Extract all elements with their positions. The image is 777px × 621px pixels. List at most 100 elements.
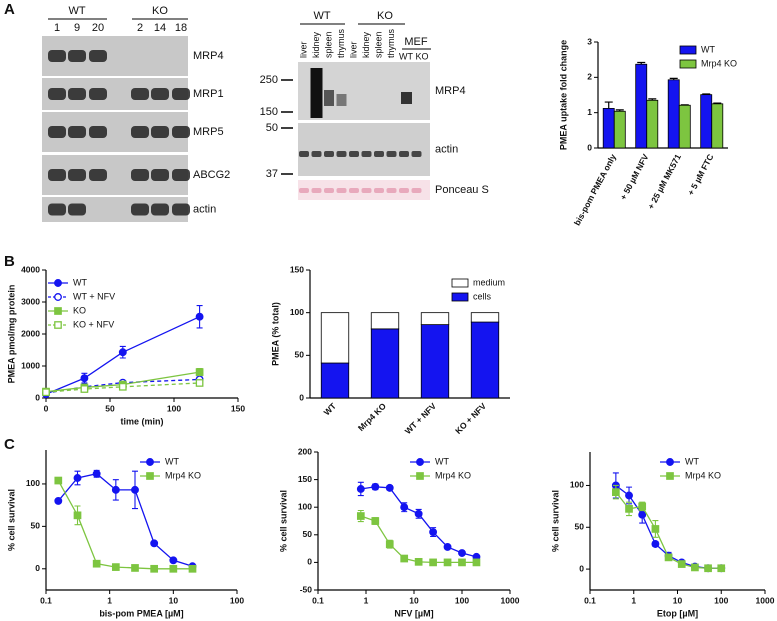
legend-label: cells	[473, 291, 492, 301]
data-point	[111, 485, 120, 494]
data-point	[92, 559, 101, 568]
y-tick-label: 0	[587, 142, 592, 152]
lane-label: liver	[298, 41, 308, 58]
x-axis-label: time (min)	[120, 416, 163, 426]
legend-label: WT	[685, 456, 699, 466]
legend-marker	[146, 472, 154, 480]
lane-label: 20	[92, 22, 104, 34]
legend-label: KO + NFV	[73, 319, 114, 329]
x-tick-label: + 25 µM MK571	[646, 152, 684, 211]
data-point	[356, 512, 365, 520]
blot-band	[89, 50, 107, 62]
data-point	[691, 563, 699, 572]
blot-band	[68, 203, 86, 216]
data-point	[414, 509, 423, 518]
x-tick-label: 1	[364, 595, 369, 605]
blot-band	[386, 188, 397, 193]
blot-band	[361, 151, 372, 157]
lane-label: kidney	[361, 31, 371, 58]
series-line	[45, 316, 200, 395]
data-point	[169, 564, 178, 573]
bar	[667, 79, 680, 149]
x-tick-label: 150	[231, 403, 245, 413]
blot-band	[151, 203, 169, 216]
y-axis-label: PMEA pmol/mg protein	[6, 285, 16, 384]
panel-label: A	[4, 1, 15, 18]
legend-label: KO	[73, 305, 86, 315]
bar	[602, 108, 615, 149]
blot-band	[48, 169, 66, 181]
y-tick-label: 2	[587, 72, 592, 82]
data-point	[651, 540, 660, 548]
y-tick-label: 150	[298, 474, 312, 484]
legend-marker	[666, 472, 674, 480]
legend-marker	[54, 293, 62, 301]
data-point	[80, 385, 89, 393]
mw-marker: 150	[260, 106, 278, 118]
blot-band	[151, 126, 169, 138]
blot-band	[48, 203, 66, 216]
bar	[613, 110, 626, 149]
legend-label: WT	[73, 277, 87, 287]
blot-band	[48, 88, 66, 100]
blot-band	[131, 88, 149, 100]
data-point	[80, 374, 89, 383]
protein-label: MRP4	[435, 85, 466, 97]
data-point	[371, 482, 380, 491]
legend-label: Mrp4 KO	[435, 470, 471, 480]
y-tick-label: 100	[26, 478, 40, 488]
legend-label: WT	[435, 456, 449, 466]
group-label: KO	[152, 5, 168, 17]
x-tick-label: 0.1	[584, 595, 596, 605]
data-point	[118, 382, 127, 391]
blot-band	[89, 169, 107, 181]
x-axis-label: Etop [µM]	[657, 608, 698, 618]
x-tick-label: 10	[673, 595, 683, 605]
lane-label: 2	[137, 22, 143, 34]
legend-swatch	[679, 45, 697, 55]
blot-band	[151, 169, 169, 181]
bar	[635, 63, 648, 149]
x-tick-label: + 5 µM FTC	[685, 152, 715, 197]
lane-label: KO	[415, 51, 428, 61]
series-line	[45, 382, 200, 393]
blot-band	[336, 94, 347, 106]
protein-label: MRP1	[193, 88, 224, 100]
blot-band	[68, 169, 86, 181]
blot-band	[349, 151, 359, 157]
bar	[420, 324, 450, 399]
data-point	[169, 556, 178, 565]
blot-band	[172, 126, 190, 138]
x-tick-label: Mrp4 KO	[356, 401, 388, 433]
data-point	[356, 485, 365, 493]
y-tick-label: 0	[35, 563, 40, 573]
legend-label: Mrp4 KO	[165, 470, 201, 480]
series-line	[45, 378, 200, 394]
data-point	[371, 517, 380, 525]
data-point	[612, 488, 620, 496]
blot-band	[411, 151, 422, 157]
bar	[700, 94, 713, 149]
error-bar	[604, 101, 613, 109]
x-tick-label: 100	[167, 403, 181, 413]
blot-band	[89, 126, 107, 138]
bar	[470, 312, 500, 323]
data-point	[92, 469, 101, 478]
blot-band	[401, 92, 412, 104]
y-axis-label: % cell survival	[6, 489, 16, 551]
blot-band	[48, 50, 66, 62]
y-tick-label: 150	[290, 264, 304, 274]
legend-label: Mrp4 KO	[701, 58, 737, 68]
blot-band	[399, 188, 409, 193]
lane-label: kidney	[311, 31, 321, 58]
data-point	[429, 558, 437, 567]
y-tick-label: 0	[35, 392, 40, 402]
legend-label: WT	[165, 456, 179, 466]
bar	[370, 328, 400, 399]
protein-label: ABCG2	[193, 169, 230, 181]
legend-label: WT	[701, 44, 715, 54]
data-point	[638, 502, 647, 511]
lane-label: spleen	[373, 31, 383, 58]
data-point	[704, 564, 712, 573]
